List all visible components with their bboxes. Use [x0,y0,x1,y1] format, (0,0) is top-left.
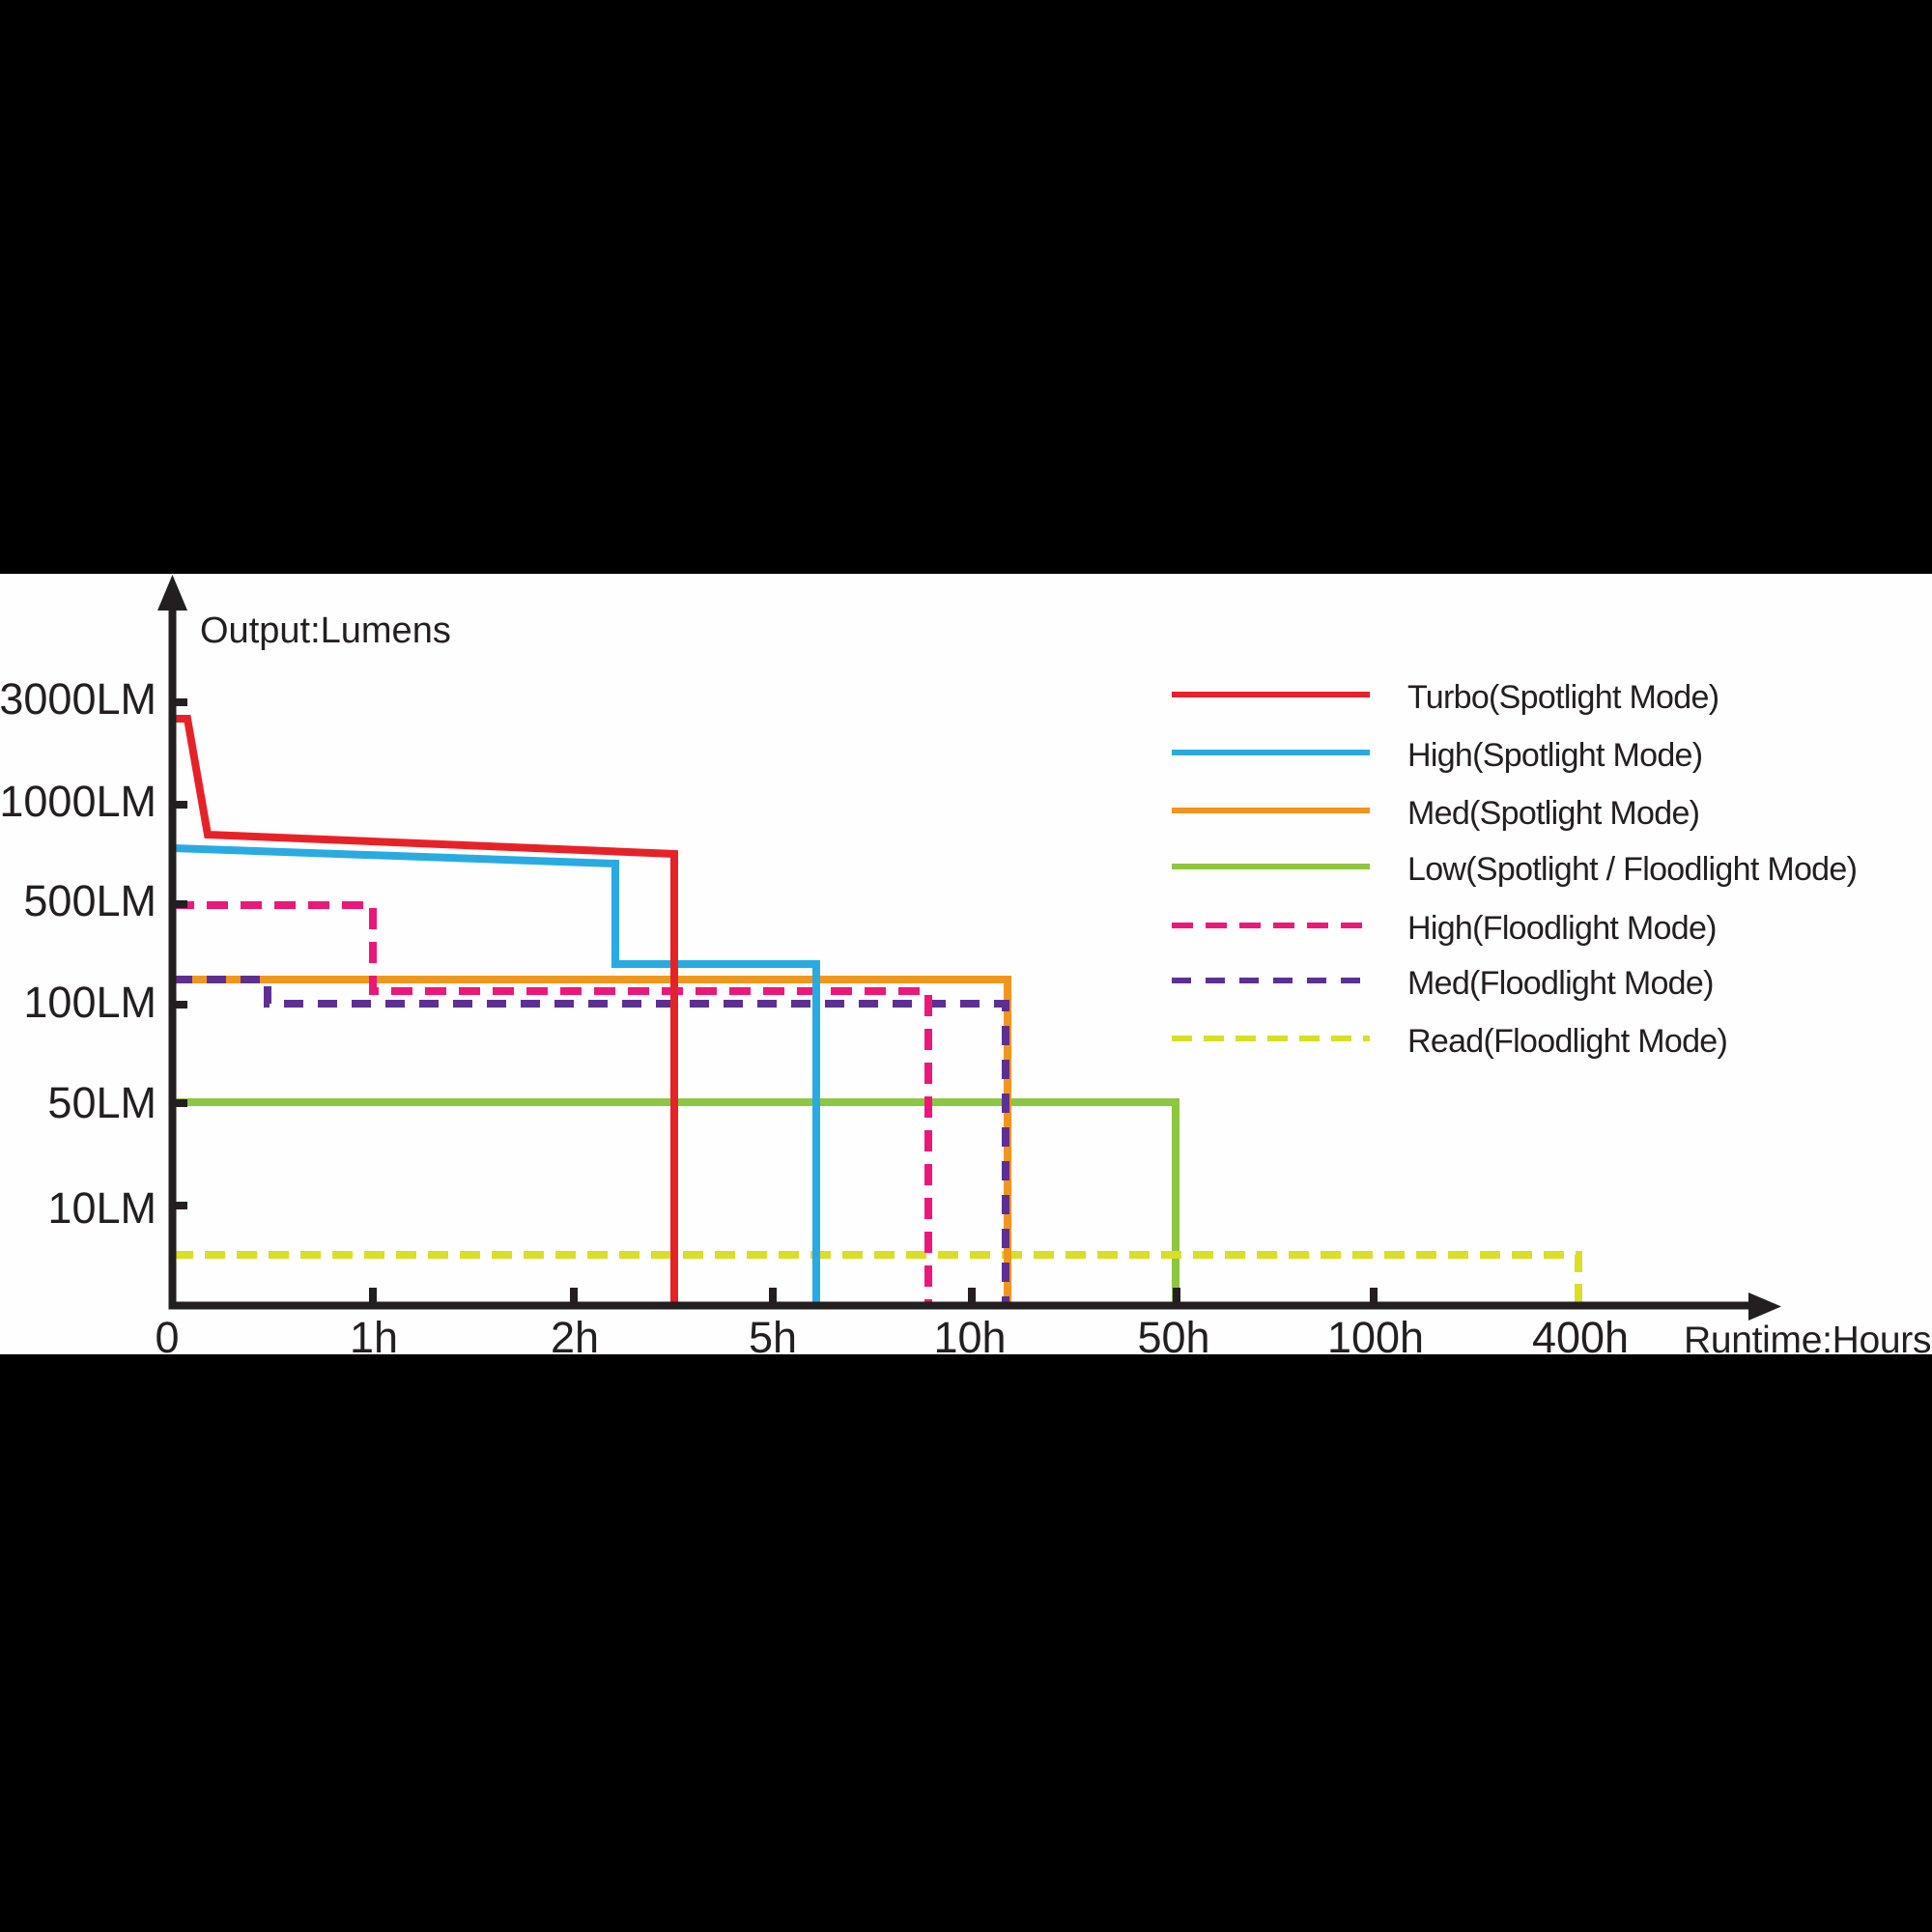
svg-text:500LM: 500LM [23,876,156,925]
svg-text:0: 0 [155,1313,179,1362]
svg-text:Low(Spotlight / Floodlight Mod: Low(Spotlight / Floodlight Mode) [1407,851,1857,888]
svg-text:1h: 1h [350,1313,398,1362]
svg-text:High(Spotlight Mode): High(Spotlight Mode) [1407,737,1702,774]
svg-text:Med(Floodlight Mode): Med(Floodlight Mode) [1407,965,1714,1002]
svg-text:Output:Lumens: Output:Lumens [200,611,451,651]
svg-text:Runtime:Hours: Runtime:Hours [1684,1320,1931,1361]
svg-text:High(Floodlight Mode): High(Floodlight Mode) [1407,910,1717,947]
svg-text:10LM: 10LM [47,1183,156,1233]
svg-text:2h: 2h [551,1313,599,1362]
svg-text:100h: 100h [1327,1313,1424,1362]
svg-text:1000LM: 1000LM [0,777,156,826]
svg-text:50LM: 50LM [47,1078,156,1127]
svg-text:3000LM: 3000LM [0,674,156,724]
svg-text:50h: 50h [1137,1313,1209,1362]
svg-text:400h: 400h [1532,1313,1629,1362]
svg-text:10h: 10h [933,1313,1006,1362]
svg-text:5h: 5h [749,1313,797,1362]
svg-text:Turbo(Spotlight Mode): Turbo(Spotlight Mode) [1407,679,1719,716]
svg-text:Read(Floodlight Mode): Read(Floodlight Mode) [1407,1023,1727,1060]
svg-text:Med(Spotlight Mode): Med(Spotlight Mode) [1407,795,1699,832]
svg-text:100LM: 100LM [23,978,156,1027]
